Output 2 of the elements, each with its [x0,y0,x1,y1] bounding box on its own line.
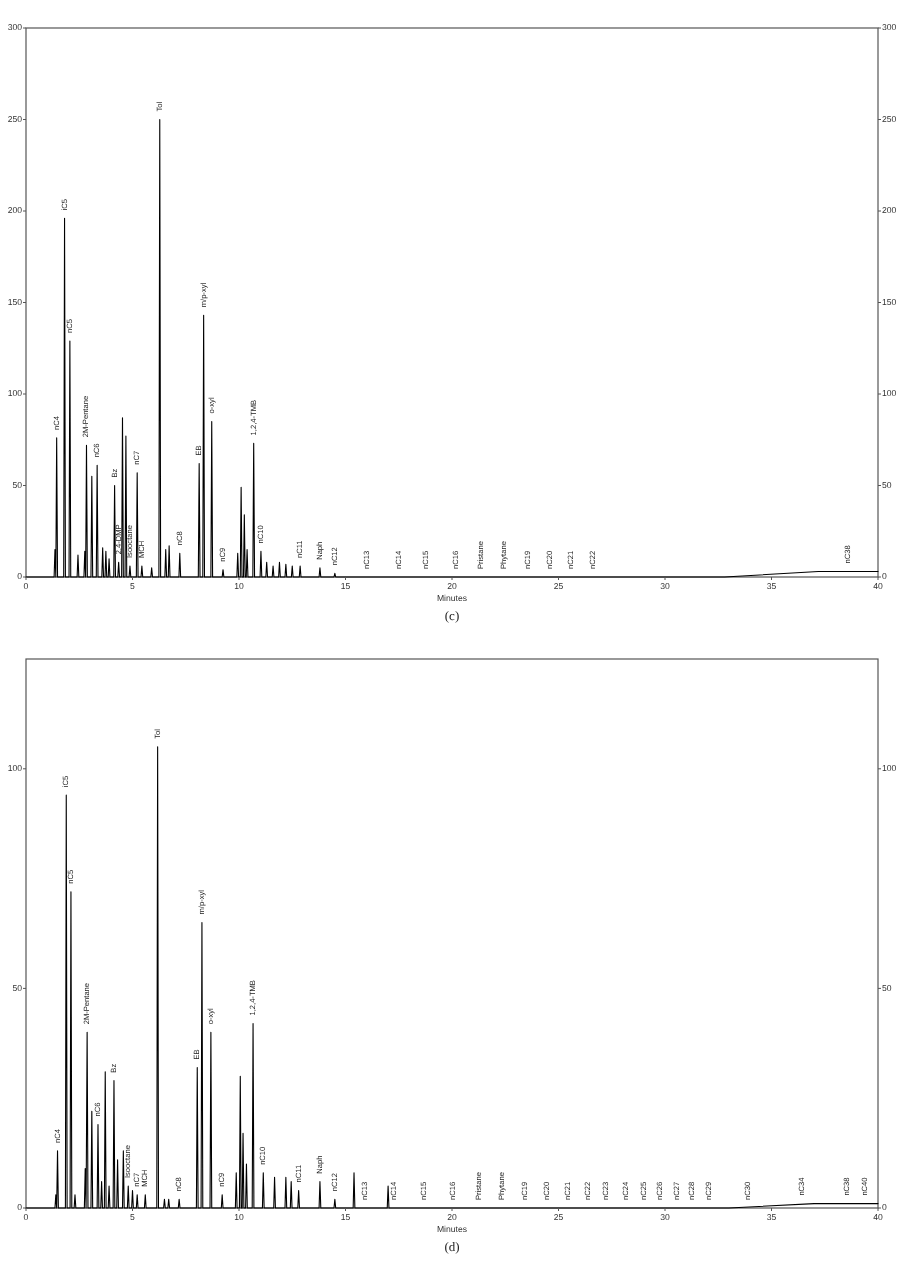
line-series [25,746,879,1209]
line-series [25,118,879,578]
